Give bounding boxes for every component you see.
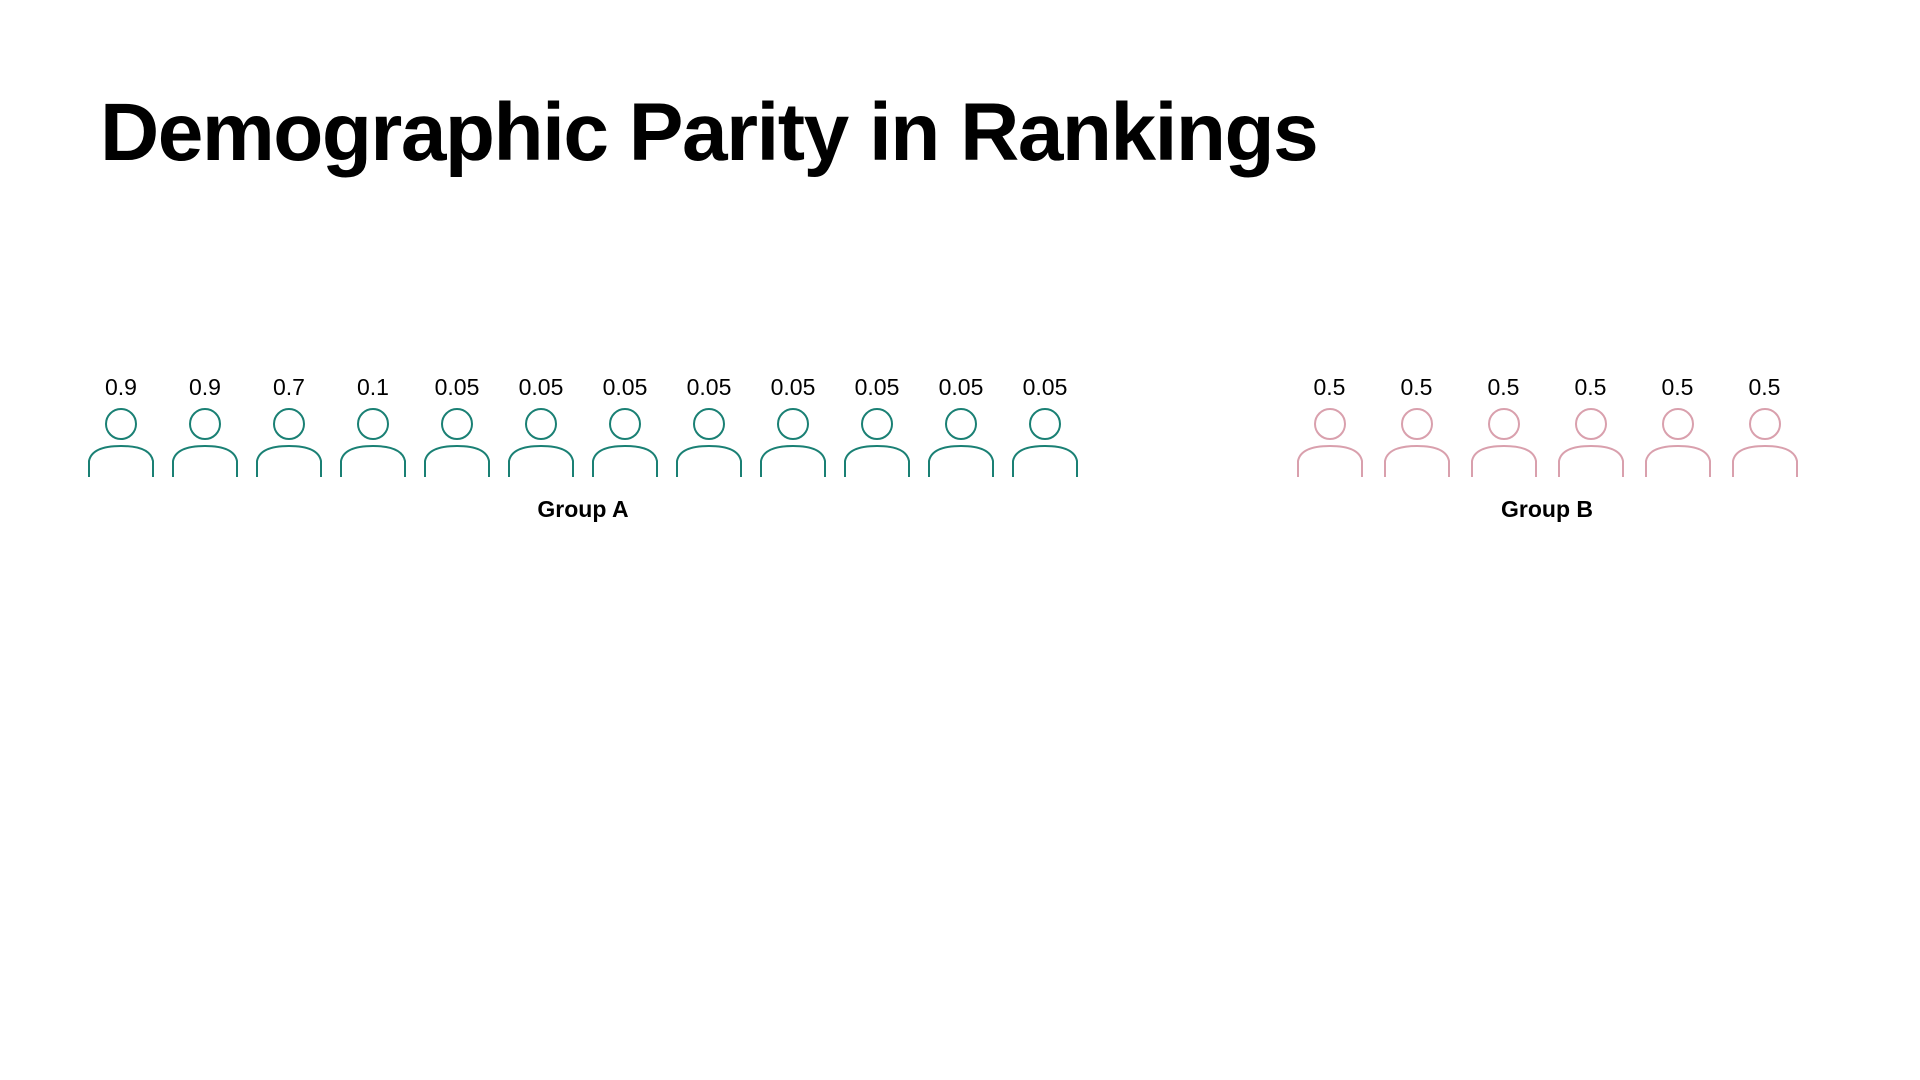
person-outline-icon (424, 408, 490, 477)
person-outline-icon (88, 408, 154, 477)
group-b-people: 0.5 0.5 0.5 0.5 0.5 0.5 (1286, 370, 1808, 478)
person-figure: 0.9 (163, 370, 247, 478)
person-outline-icon (256, 408, 322, 477)
person-outline-icon (508, 408, 574, 477)
group-b-label: Group B (1501, 496, 1593, 522)
person-outline-icon (1296, 408, 1363, 477)
person-score: 0.5 (1313, 374, 1346, 400)
person-outline-icon (844, 408, 910, 477)
person-outline-icon (1557, 408, 1624, 477)
person-figure: 0.5 (1286, 370, 1373, 478)
person-score: 0.05 (518, 374, 564, 400)
person-figure: 0.05 (583, 370, 667, 478)
person-figure: 0.05 (499, 370, 583, 478)
person-score: 0.7 (273, 374, 305, 400)
person-score: 0.9 (105, 374, 137, 400)
person-score: 0.5 (1574, 374, 1607, 400)
person-score: 0.5 (1487, 374, 1520, 400)
person-score: 0.5 (1661, 374, 1694, 400)
person-score: 0.05 (602, 374, 648, 400)
person-figure: 0.05 (919, 370, 1003, 478)
person-figure: 0.5 (1373, 370, 1460, 478)
person-figure: 0.9 (79, 370, 163, 478)
person-outline-icon (1012, 408, 1078, 477)
person-outline-icon (592, 408, 658, 477)
person-figure: 0.5 (1460, 370, 1547, 478)
person-figure: 0.7 (247, 370, 331, 478)
person-figure: 0.5 (1547, 370, 1634, 478)
person-score: 0.5 (1748, 374, 1781, 400)
person-figure: 0.5 (1721, 370, 1808, 478)
person-score: 0.05 (1022, 374, 1068, 400)
group-b: 0.5 0.5 0.5 0.5 0.5 0.5 Group B (1286, 370, 1808, 524)
person-figure: 0.05 (835, 370, 919, 478)
person-figure: 0.05 (667, 370, 751, 478)
person-outline-icon (1383, 408, 1450, 477)
person-figure: 0.05 (1003, 370, 1087, 478)
group-a: 0.9 0.9 0.7 0.1 0.05 0.05 0.05 0.05 0.05 0.05 0.05… (79, 370, 1087, 524)
person-score: 0.05 (770, 374, 816, 400)
person-score: 0.5 (1400, 374, 1433, 400)
person-score: 0.05 (686, 374, 732, 400)
person-outline-icon (760, 408, 826, 477)
person-outline-icon (1470, 408, 1537, 477)
person-figure: 0.1 (331, 370, 415, 478)
person-outline-icon (1644, 408, 1711, 477)
person-outline-icon (172, 408, 238, 477)
person-outline-icon (1731, 408, 1798, 477)
person-score: 0.05 (938, 374, 984, 400)
group-a-people: 0.9 0.9 0.7 0.1 0.05 0.05 0.05 0.05 0.05 0.05 0.05… (79, 370, 1087, 478)
person-outline-icon (676, 408, 742, 477)
person-figure: 0.5 (1634, 370, 1721, 478)
person-outline-icon (928, 408, 994, 477)
person-outline-icon (340, 408, 406, 477)
group-a-label: Group A (537, 496, 629, 522)
person-figure: 0.05 (751, 370, 835, 478)
slide-title: Demographic Parity in Rankings (100, 87, 1319, 178)
person-score: 0.05 (854, 374, 900, 400)
person-figure: 0.05 (415, 370, 499, 478)
person-score: 0.9 (189, 374, 221, 400)
person-score: 0.05 (434, 374, 480, 400)
person-score: 0.1 (357, 374, 389, 400)
